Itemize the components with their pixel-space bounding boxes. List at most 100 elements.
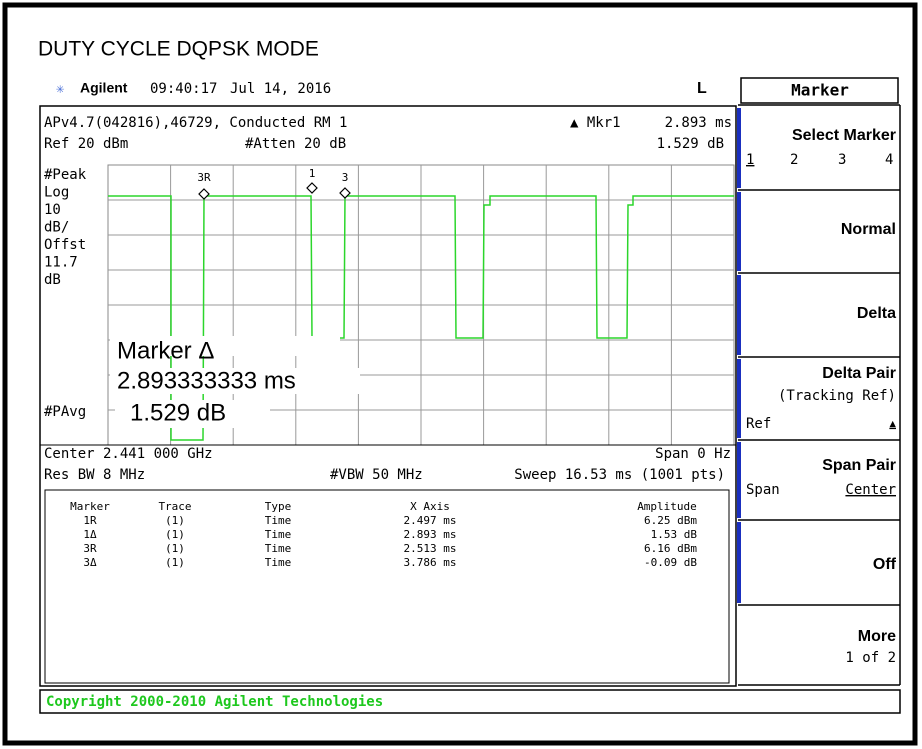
marker-diamond	[198, 188, 210, 200]
scale-label: Offst	[44, 237, 86, 253]
table-cell: Time	[265, 514, 292, 527]
sweep: Sweep 16.53 ms (1001 pts)	[514, 467, 725, 483]
trace	[108, 195, 734, 441]
softkey[interactable]: Delta Pair (Tracking Ref) Ref ▲	[746, 365, 896, 432]
table-cell: 1.53 dB	[651, 528, 698, 541]
marker-tag: 3	[342, 171, 349, 184]
table-header: X Axis	[410, 500, 450, 513]
scale-label: 11.7	[44, 255, 78, 271]
table-cell: 2.513 ms	[404, 542, 457, 555]
softkey[interactable]: More 1 of 2	[845, 628, 896, 666]
marker-tag: 1	[309, 167, 316, 180]
table-header: Type	[265, 500, 292, 513]
page-title: DUTY CYCLE DQPSK MODE	[38, 38, 319, 61]
option: Span	[746, 482, 780, 498]
table-cell: Time	[265, 542, 292, 555]
marker-label: ▲ Mkr1	[570, 115, 621, 131]
readout-title: Marker Δ	[117, 337, 214, 364]
table-cell: -0.09 dB	[644, 556, 697, 569]
table-cell: 3R	[83, 542, 97, 555]
key-edge	[737, 275, 741, 355]
marker-table	[44, 489, 730, 684]
attenuation: #Atten 20 dB	[245, 136, 346, 152]
marker-x: 2.893 ms	[665, 115, 732, 131]
softkey[interactable]: Off	[873, 556, 897, 573]
option: 2	[790, 152, 798, 168]
table-cell: (1)	[165, 514, 185, 527]
option: Ref	[746, 416, 771, 432]
brand: Agilent	[80, 80, 128, 96]
key-edge	[737, 359, 741, 438]
table-cell: Time	[265, 556, 292, 569]
status-bar	[39, 689, 901, 714]
key-edge	[737, 522, 741, 603]
marker-y: 1.529 dB	[657, 136, 724, 152]
marker-diamond	[339, 187, 351, 199]
table-cell: (1)	[165, 542, 185, 555]
softkey[interactable]: Span Pair Span Center	[746, 457, 896, 498]
readout-y: 1.529 dB	[130, 399, 226, 426]
table-cell: 6.16 dBm	[644, 542, 697, 555]
table-cell: 3.786 ms	[404, 556, 457, 569]
table-cell: 1R	[83, 514, 97, 527]
copyright: Copyright 2000-2010 Agilent Technologies	[46, 694, 383, 710]
readout-bg	[110, 368, 360, 394]
span: Span 0 Hz	[655, 446, 731, 462]
table-header: Amplitude	[637, 500, 697, 513]
softkey[interactable]: Normal	[841, 221, 896, 238]
option: ▲	[889, 417, 896, 430]
softkey-sub: (Tracking Ref)	[778, 388, 896, 404]
softkey-label: Delta Pair	[822, 365, 896, 382]
scale-label: 10	[44, 202, 61, 218]
softkeys: Select Marker 1 2 3 4 Normal Delta Delta…	[746, 127, 897, 666]
table-cell: 6.25 dBm	[644, 514, 697, 527]
table-header: Trace	[158, 500, 191, 513]
menu-title: Marker	[791, 81, 849, 100]
softkey[interactable]: Select Marker 1 2 3 4	[746, 127, 896, 168]
option: 4	[885, 152, 893, 168]
softkey-label: Normal	[841, 221, 896, 238]
readout-bg	[115, 400, 270, 428]
softkey[interactable]: Delta	[857, 305, 896, 322]
table-cell: 2.893 ms	[404, 528, 457, 541]
logo: ✳	[56, 81, 65, 97]
scale-label: Log	[44, 185, 69, 201]
key-edge	[737, 108, 741, 188]
screen	[39, 105, 737, 687]
option: Center	[845, 482, 896, 498]
table-cell: 1Δ	[83, 528, 97, 541]
time: 09:40:17	[150, 81, 217, 97]
table-cell: 3Δ	[83, 556, 97, 569]
ref-level: Ref 20 dBm	[44, 136, 128, 152]
grid	[107, 164, 735, 446]
table-cell: (1)	[165, 556, 185, 569]
header-line: APv4.7(042816),46729, Conducted RM 1	[44, 115, 347, 131]
date: Jul 14, 2016	[230, 81, 331, 97]
rbw: Res BW 8 MHz	[44, 467, 145, 483]
readout-x: 2.893333333 ms	[117, 367, 296, 394]
table-cell: Time	[265, 528, 292, 541]
mode: L	[697, 80, 707, 97]
scale-label: #Peak	[44, 167, 87, 183]
softkey-label: Select Marker	[792, 127, 896, 144]
menu-title-box	[740, 77, 899, 104]
option: 1	[746, 152, 754, 168]
table-body: Marker Trace Type X Axis Amplitude 1R (1) Time 2…	[70, 500, 697, 569]
avg-label: #PAvg	[44, 404, 86, 420]
table-cell: (1)	[165, 528, 185, 541]
readout-bg	[110, 336, 340, 356]
softkey-sub: 1 of 2	[845, 650, 896, 666]
key-edge	[737, 192, 741, 271]
scale-label: dB	[44, 272, 61, 288]
softkey-label: Span Pair	[822, 457, 896, 474]
marker-tag: 3R	[197, 171, 211, 184]
center-freq: Center 2.441 000 GHz	[44, 446, 213, 462]
softkey-label: Off	[873, 556, 897, 573]
vbw: #VBW 50 MHz	[330, 467, 423, 483]
scale-label: dB/	[44, 220, 69, 236]
key-edge	[737, 442, 741, 518]
softkey-label: More	[858, 628, 896, 645]
table-cell: 2.497 ms	[404, 514, 457, 527]
